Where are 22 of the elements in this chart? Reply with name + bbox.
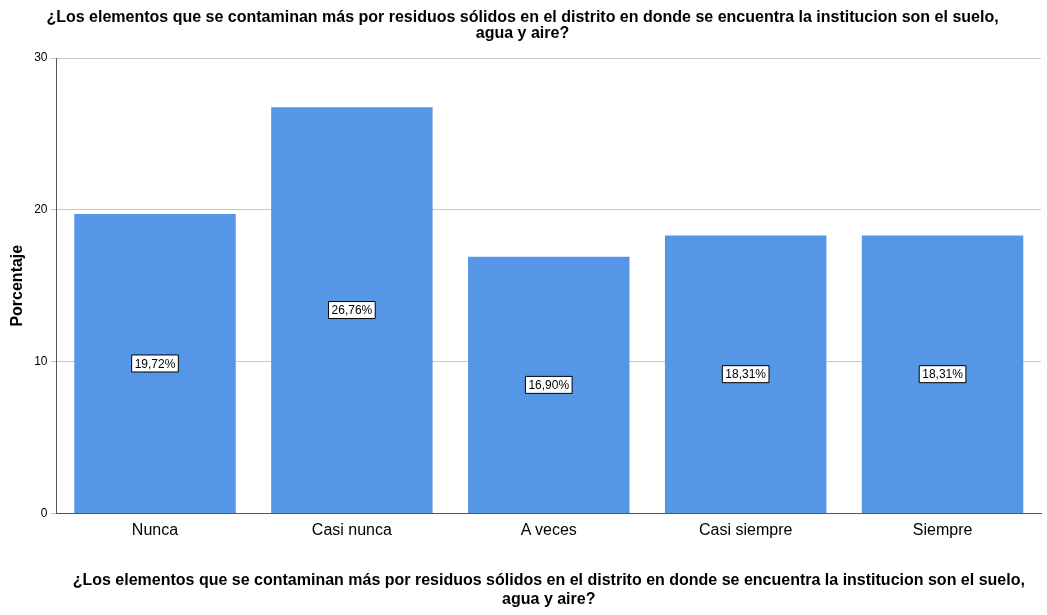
data-label: 18,31% [922, 367, 964, 382]
y-tick-label: 30 [34, 50, 48, 65]
x-tick-label: Casi nunca [311, 521, 393, 539]
bar [861, 235, 1024, 513]
y-axis-title: Porcentaje [8, 244, 26, 327]
bar [468, 256, 630, 513]
data-label: 26,76% [331, 303, 373, 318]
bar [664, 235, 827, 513]
data-label: 18,31% [725, 367, 767, 382]
bar [74, 214, 236, 513]
data-label: 16,90% [528, 378, 570, 393]
data-label: 19,72% [134, 356, 176, 371]
bar [271, 107, 433, 513]
chart-title: ¿Los elementos que se contaminan más por residuos sólidos en el distrito en donde se encuentra la institucion son el suelo, agua y aire? [46, 8, 999, 42]
x-tick-label: Nunca [131, 521, 179, 539]
x-tick-label: Casi siempre [698, 521, 793, 539]
y-tick-label: 20 [34, 202, 48, 217]
x-tick-label: A veces [520, 521, 577, 539]
y-tick-label: 0 [40, 505, 48, 520]
x-tick-label: Siempre [912, 521, 973, 539]
y-tick-label: 10 [34, 353, 48, 368]
x-axis-title: ¿Los elementos que se contaminan más por residuos sólidos en el distrito en donde se encuentra la institucion son el suelo, agua y aire? [72, 570, 1025, 607]
